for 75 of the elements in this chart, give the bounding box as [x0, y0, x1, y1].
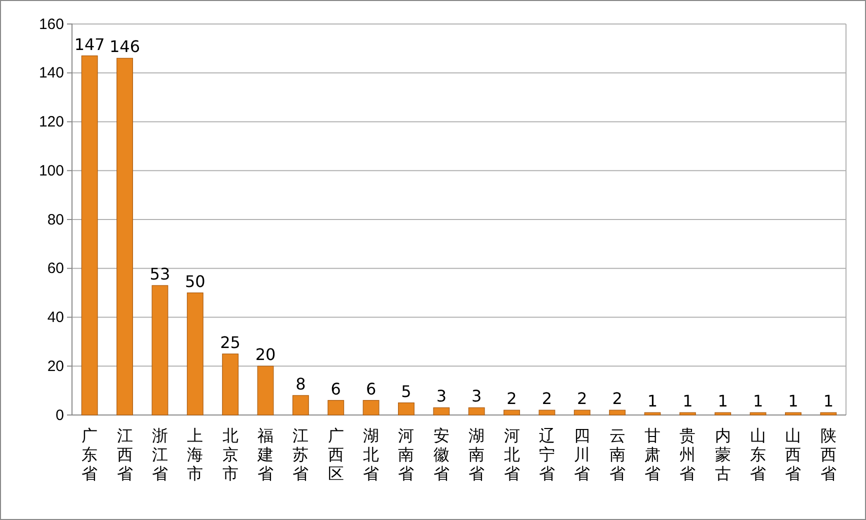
- data-label: 50: [184, 272, 206, 291]
- y-tick-label: 120: [38, 114, 64, 131]
- data-label: 2: [612, 389, 622, 408]
- bar: [538, 410, 556, 416]
- x-tick-label: 河北省: [504, 428, 520, 483]
- data-label: 8: [296, 374, 306, 394]
- data-label: 1: [752, 392, 764, 411]
- data-label: 1: [823, 392, 834, 411]
- bar: [362, 400, 380, 416]
- x-tick-label: 江苏省: [292, 428, 309, 483]
- x-tick-label: 内蒙古: [714, 427, 731, 483]
- y-tick-label: 60: [47, 260, 64, 278]
- data-label: 1: [682, 392, 693, 411]
- bar: [116, 58, 133, 416]
- x-tick-label: 贵州省: [680, 427, 696, 483]
- x-tick-label: 山东省: [750, 427, 766, 483]
- bar: [609, 410, 626, 416]
- bar: [398, 402, 414, 416]
- x-tick-label: 浙江省: [152, 427, 168, 483]
- bar: [292, 395, 309, 416]
- x-tick-label: 云南省: [609, 428, 626, 483]
- data-label: 3: [471, 386, 482, 406]
- y-tick-label: 0: [56, 406, 64, 424]
- bar: [222, 354, 239, 416]
- x-tick-label: 广西区: [328, 427, 344, 483]
- data-label: 147: [74, 34, 105, 54]
- data-label: 6: [330, 379, 341, 398]
- bar: [504, 410, 520, 416]
- y-tick-label: 40: [47, 309, 64, 326]
- x-tick-label: 辽宁省: [538, 427, 555, 483]
- data-label: 2: [542, 389, 552, 408]
- bar: [574, 410, 590, 416]
- data-label: 5: [401, 382, 412, 401]
- data-label: 53: [150, 264, 170, 284]
- bar: [785, 412, 802, 416]
- bar: [468, 407, 485, 416]
- bar: [820, 412, 837, 416]
- x-tick-label: 山西省: [785, 427, 802, 483]
- x-tick-label: 湖南省: [468, 427, 485, 483]
- data-label: 1: [647, 392, 658, 411]
- data-label: 146: [110, 37, 140, 56]
- y-tick-label: 160: [38, 16, 64, 33]
- data-label: 20: [255, 345, 276, 364]
- bar: [679, 412, 696, 416]
- data-label: 25: [220, 332, 240, 352]
- x-tick-label: 湖北省: [363, 427, 380, 483]
- y-tick-label: 80: [47, 211, 64, 228]
- y-tick-label: 20: [47, 358, 64, 375]
- x-tick-label: 北京市: [222, 427, 238, 483]
- x-tick-label: 四川省: [574, 428, 590, 483]
- bar: [328, 400, 344, 416]
- bar: [750, 412, 766, 416]
- x-tick-label: 江西省: [116, 428, 133, 483]
- bar: [186, 292, 204, 416]
- x-tick-label: 甘肃省: [644, 427, 660, 483]
- x-tick-label: 安徽省: [433, 427, 450, 483]
- y-tick-label: 140: [38, 64, 64, 82]
- bar: [714, 412, 732, 416]
- x-tick-label: 广东省: [82, 427, 98, 483]
- data-label: 2: [506, 389, 517, 408]
- data-label: 1: [788, 392, 798, 411]
- bar: [644, 412, 661, 416]
- x-tick-label: 上海市: [187, 427, 204, 483]
- bar: [152, 285, 168, 416]
- bar: [81, 55, 98, 416]
- data-label: 3: [436, 386, 447, 406]
- x-tick-label: 河南省: [398, 428, 414, 483]
- bar: [257, 366, 274, 416]
- x-tick-label: 陕西省: [820, 428, 836, 483]
- y-tick-label: 100: [38, 162, 64, 180]
- data-label: 1: [718, 392, 728, 411]
- data-label: 2: [577, 389, 588, 408]
- x-tick-label: 福建省: [256, 427, 274, 483]
- bar: [433, 407, 450, 416]
- data-label: 6: [366, 379, 376, 398]
